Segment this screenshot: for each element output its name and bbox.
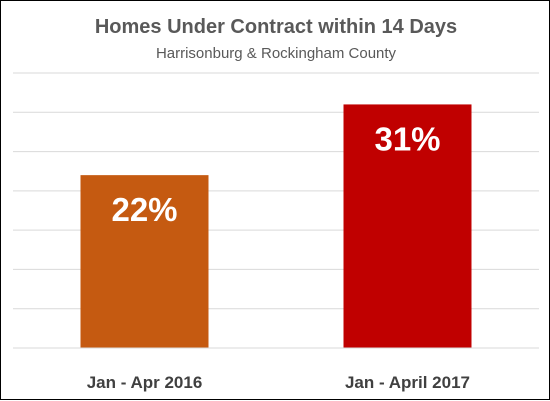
data-label-1: 22% (111, 191, 177, 228)
chart-subtitle: Harrisonburg & Rockingham County (156, 45, 397, 62)
x-tick-label-1: Jan - Apr 2016 (87, 373, 203, 392)
labels: 22% Jan - Apr 2016 31% Jan - April 2017 (87, 120, 470, 392)
x-tick-label-2: Jan - April 2017 (345, 373, 470, 392)
data-label-2: 31% (374, 120, 440, 157)
bar-2 (343, 104, 472, 348)
bars (80, 104, 472, 348)
bar-1 (80, 175, 209, 348)
chart-title: Homes Under Contract within 14 Days (95, 16, 457, 38)
